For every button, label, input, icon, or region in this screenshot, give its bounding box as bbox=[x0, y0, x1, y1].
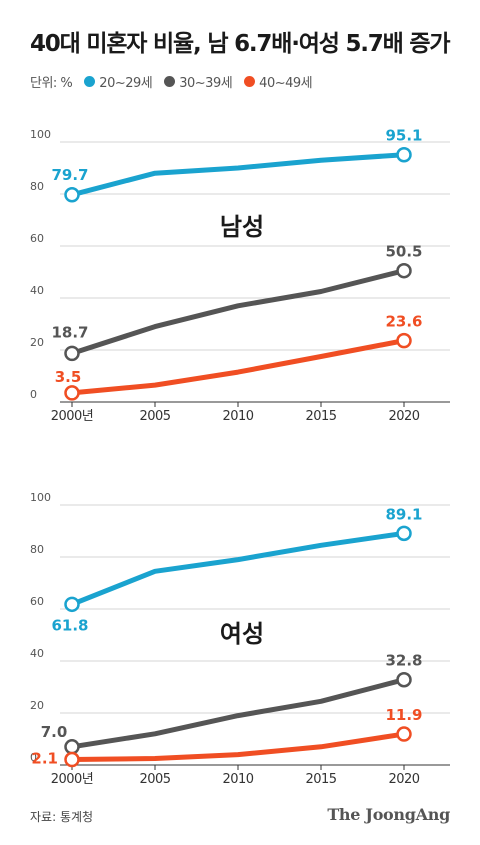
source-note: 자료: 통계청 bbox=[30, 810, 94, 824]
female-panel-title: 여성 bbox=[220, 620, 264, 648]
female-data-label-1-0: 7.0 bbox=[41, 723, 68, 741]
female-series-line-2 bbox=[69, 731, 407, 763]
female-xtick-label-0: 2000년 bbox=[51, 772, 94, 787]
male-point-1-0 bbox=[64, 345, 80, 362]
legend-item-40s: 40~49세 bbox=[244, 72, 313, 91]
legend-dot-20s bbox=[84, 76, 96, 87]
publisher-logo: The JoongAng bbox=[327, 805, 450, 824]
female-ytick-label-60: 60 bbox=[30, 595, 44, 608]
female-xtick-label-1: 2005 bbox=[139, 772, 170, 787]
female-xtick-label-4: 2020 bbox=[388, 772, 419, 787]
male-point-0-0 bbox=[64, 187, 80, 203]
female-ytick-label-20: 20 bbox=[30, 699, 44, 712]
male-series-line-0 bbox=[69, 152, 407, 198]
male-xtick-label-4: 2020 bbox=[388, 409, 419, 424]
male-series-line-2 bbox=[69, 338, 407, 396]
male-ytick-label-40: 40 bbox=[30, 284, 44, 297]
male-data-label-1-4: 50.5 bbox=[385, 243, 422, 261]
male-xtick-label-2: 2010 bbox=[222, 409, 253, 424]
male-point-2-4 bbox=[396, 332, 412, 349]
legend: 단위: % 20~29세 30~39세 40~49세 bbox=[30, 72, 324, 91]
male-point-2-0 bbox=[64, 385, 80, 401]
female-data-label-2-4: 11.9 bbox=[385, 706, 422, 724]
male-xtick-label-3: 2015 bbox=[305, 409, 336, 424]
male-ytick-label-100: 100 bbox=[30, 128, 51, 141]
female-ytick-label-40: 40 bbox=[30, 647, 44, 660]
male-point-1-4 bbox=[396, 262, 412, 279]
female-ytick-label-0: 0 bbox=[30, 751, 37, 764]
male-xtick-label-1: 2005 bbox=[139, 409, 170, 424]
male-ytick-label-20: 20 bbox=[30, 336, 44, 349]
page-title: 40대 미혼자 비율, 남 6.7배·여성 5.7배 증가 bbox=[30, 31, 450, 57]
legend-item-20s: 20~29세 bbox=[84, 72, 153, 91]
female-point-0-0 bbox=[64, 596, 80, 613]
female-data-label-0-0: 61.8 bbox=[51, 616, 88, 634]
legend-item-30s: 30~39세 bbox=[164, 72, 233, 91]
legend-label-40s: 40~49세 bbox=[259, 76, 313, 91]
male-data-label-2-0: 3.5 bbox=[55, 368, 82, 386]
male-ytick-label-0: 0 bbox=[30, 388, 37, 401]
male-data-label-0-0: 79.7 bbox=[51, 166, 88, 184]
legend-label-30s: 30~39세 bbox=[179, 76, 233, 91]
unit-label: 단위: % bbox=[30, 76, 73, 91]
legend-dot-30s bbox=[164, 76, 176, 87]
female-series-line-1 bbox=[69, 677, 407, 750]
female-series-line-0 bbox=[69, 530, 407, 607]
legend-label-20s: 20~29세 bbox=[99, 76, 153, 91]
female-point-2-0 bbox=[64, 751, 80, 768]
female-ytick-label-100: 100 bbox=[30, 491, 51, 504]
female-data-label-1-4: 32.8 bbox=[385, 652, 422, 670]
male-series-line-1 bbox=[69, 268, 407, 356]
male-xtick-label-0: 2000년 bbox=[51, 409, 94, 424]
female-xtick-label-2: 2010 bbox=[222, 772, 253, 787]
male-data-label-1-0: 18.7 bbox=[51, 323, 88, 341]
female-point-1-0 bbox=[64, 739, 80, 755]
female-point-0-4 bbox=[396, 525, 412, 542]
male-ytick-label-60: 60 bbox=[30, 232, 44, 245]
female-data-label-0-4: 89.1 bbox=[385, 505, 422, 523]
male-data-label-2-4: 23.6 bbox=[385, 313, 422, 331]
female-data-label-2-0: 2.1 bbox=[31, 750, 58, 768]
female-point-1-4 bbox=[396, 671, 412, 688]
female-point-2-4 bbox=[396, 726, 412, 742]
female-ytick-label-80: 80 bbox=[30, 543, 44, 556]
male-point-0-4 bbox=[396, 146, 412, 163]
female-xtick-label-3: 2015 bbox=[305, 772, 336, 787]
male-data-label-0-4: 95.1 bbox=[385, 127, 422, 145]
legend-dot-40s bbox=[244, 76, 256, 87]
male-panel-title: 남성 bbox=[220, 213, 264, 241]
male-ytick-label-80: 80 bbox=[30, 180, 44, 193]
